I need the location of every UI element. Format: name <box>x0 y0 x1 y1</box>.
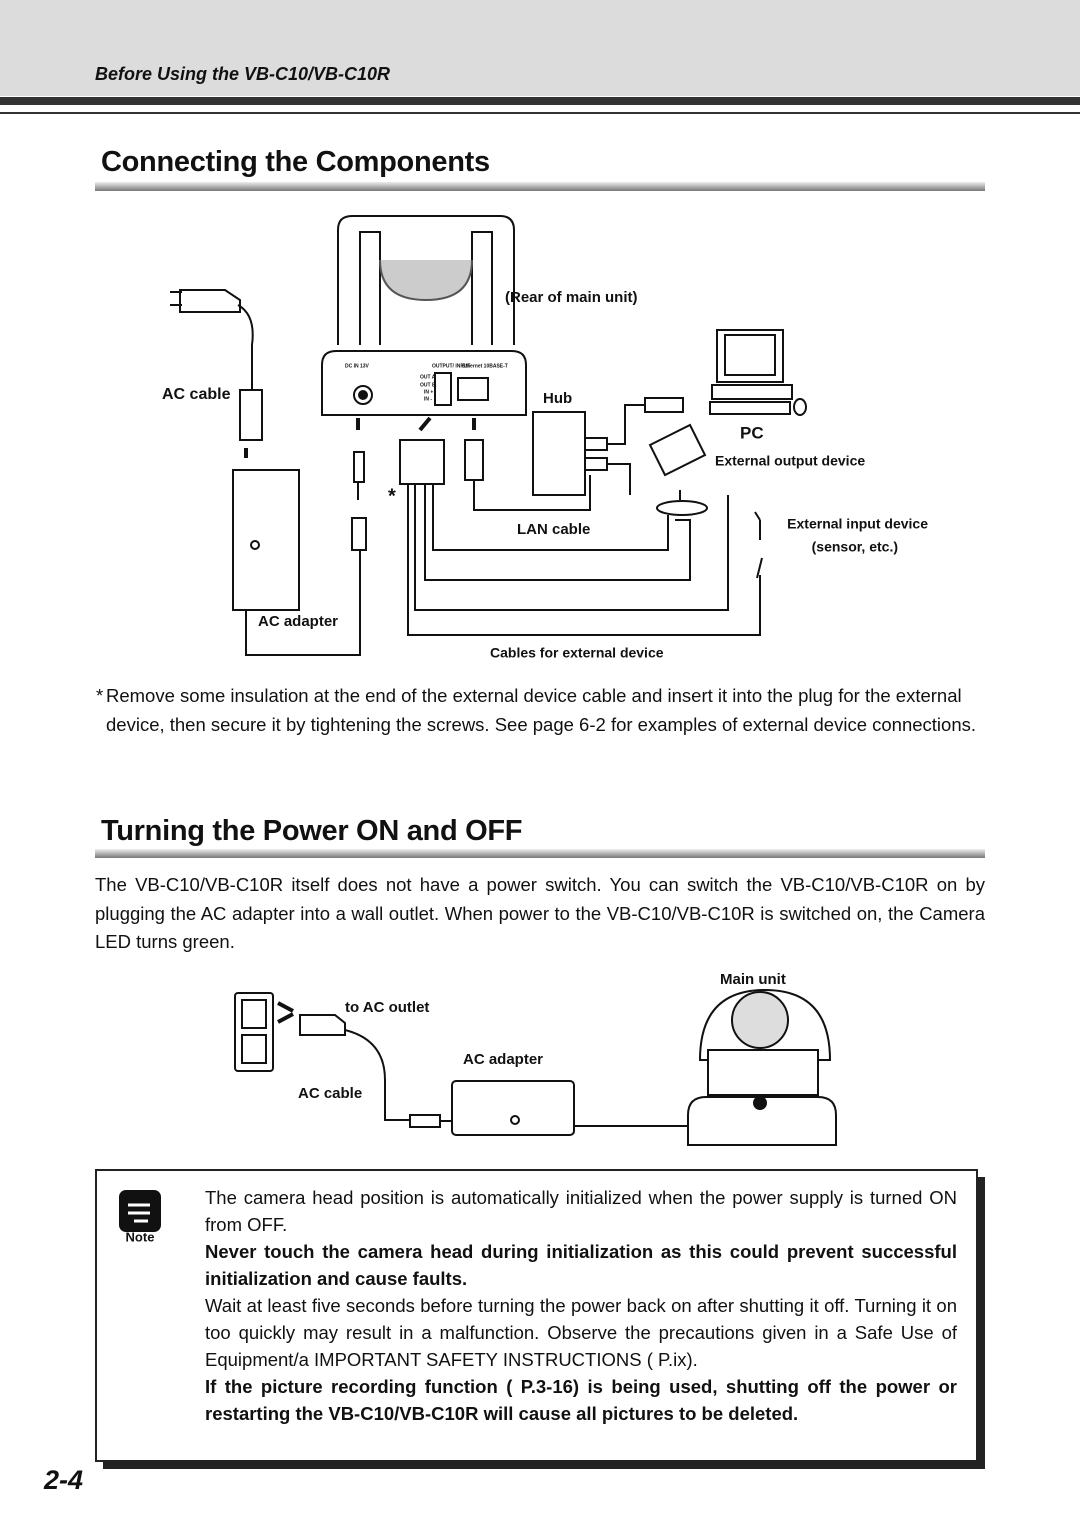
label: LAN cable <box>517 521 590 538</box>
port-label: Ethernet 10BASE-T <box>462 363 508 369</box>
diagram-power <box>234 988 837 1146</box>
label: AC adapter <box>258 613 338 630</box>
section-title: Turning the Power ON and OFF <box>101 815 523 847</box>
footnote-marker: * <box>96 685 104 706</box>
label: AC cable <box>162 386 231 403</box>
paragraph: The VB-C10/VB-C10R itself does not have … <box>95 874 985 952</box>
note-paragraph: If the picture recording function ( P.3-… <box>205 1376 957 1424</box>
section-title: Connecting the Components <box>101 146 490 178</box>
label: External output device <box>715 453 865 469</box>
port-label: IN + <box>424 389 433 395</box>
note-text: The camera head position is automaticall… <box>205 1184 957 1427</box>
label: Main unit <box>720 971 786 988</box>
label: AC cable <box>298 1085 362 1102</box>
note-paragraph: Wait at least five seconds before turnin… <box>205 1295 957 1370</box>
note-shadow <box>103 1461 985 1469</box>
label: to AC outlet <box>345 999 429 1016</box>
header-rule <box>0 97 1080 105</box>
port-label: DC IN 13V <box>345 363 370 369</box>
header-title: Before Using the VB-C10/VB-C10R <box>95 64 391 84</box>
port-label: OUT B <box>420 382 436 388</box>
note-paragraph: The camera head position is automaticall… <box>205 1187 957 1235</box>
footnote: Remove some insulation at the end of the… <box>106 685 976 735</box>
label: Hub <box>543 390 572 407</box>
label: (Rear of main unit) <box>505 289 638 306</box>
note-icon-hand <box>128 1203 150 1223</box>
header-rule-thin <box>0 112 1080 114</box>
label: * <box>388 485 396 507</box>
note-box <box>95 1169 978 1462</box>
page-number: 2-4 <box>44 1465 84 1495</box>
note-shadow <box>977 1177 985 1469</box>
port-label: OUT A <box>420 374 436 380</box>
note-icon <box>119 1190 161 1232</box>
note-paragraph: Never touch the camera head during initi… <box>205 1241 957 1289</box>
note-label: Note <box>126 1229 155 1244</box>
header-band <box>0 0 1080 96</box>
port-label: OUTPUT/ INPUT <box>432 363 470 369</box>
label: AC adapter <box>463 1051 543 1068</box>
port-label: IN - <box>424 396 432 402</box>
label: PC <box>740 423 764 442</box>
label: (sensor, etc.) <box>812 539 898 555</box>
diagram-connections <box>170 215 807 656</box>
heading-bar <box>95 849 985 858</box>
label: Cables for external device <box>490 645 664 661</box>
heading-bar <box>95 182 985 191</box>
label: External input device <box>787 516 928 532</box>
